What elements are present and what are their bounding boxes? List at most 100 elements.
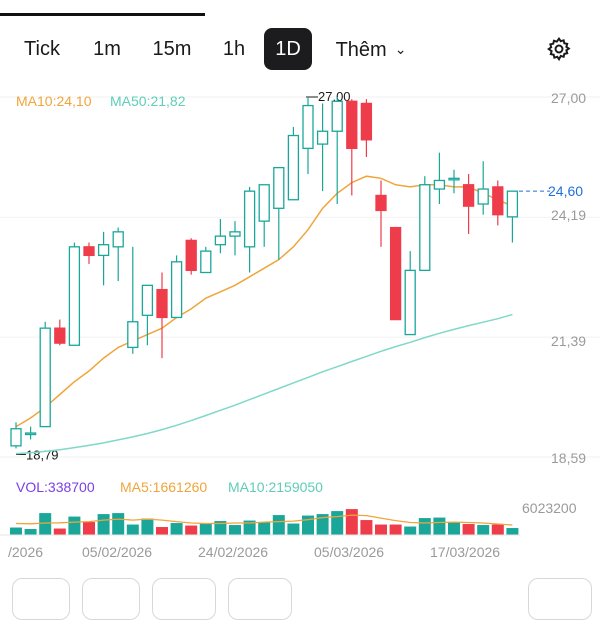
candle xyxy=(214,218,227,254)
toolbar-button-4[interactable] xyxy=(228,578,292,620)
volume-bar xyxy=(331,511,344,535)
candle xyxy=(156,272,168,359)
candle-body xyxy=(492,186,504,216)
min-price-annotation: 18,79 xyxy=(16,447,59,462)
tab-1d[interactable]: 1D xyxy=(264,28,312,70)
volume-bar xyxy=(360,520,373,535)
ma50-line xyxy=(15,313,513,455)
candle xyxy=(185,238,197,275)
volume-bar xyxy=(68,516,81,535)
volume-bar xyxy=(83,522,95,535)
chart[interactable]: MA10:24,10 MA50:21,82 27,00 24,19 21,39 … xyxy=(0,80,600,580)
volume-bar xyxy=(462,524,475,535)
candle-body xyxy=(375,194,387,212)
tab-1h[interactable]: 1h xyxy=(222,38,246,60)
volume-bar xyxy=(243,520,256,535)
candle xyxy=(302,97,314,175)
candle xyxy=(170,255,183,319)
volume-bar xyxy=(199,523,212,535)
max-price-label: 27,00 xyxy=(318,89,351,104)
candle-body xyxy=(10,428,22,447)
price-tick-24: 24,19 xyxy=(551,207,586,223)
candle xyxy=(506,190,519,243)
vol-ma10-legend: MA10:2159050 xyxy=(228,479,323,495)
candle-body xyxy=(419,184,431,272)
volume-bar xyxy=(97,514,110,535)
price-tick-21: 21,39 xyxy=(551,333,586,349)
candle-body xyxy=(506,190,519,218)
candle-body xyxy=(24,432,37,436)
candle xyxy=(375,180,387,247)
candle-body xyxy=(360,102,373,141)
candle-body xyxy=(331,100,343,132)
candle xyxy=(141,284,154,346)
vol-ma5-legend: MA5:1661260 xyxy=(120,479,207,495)
candle xyxy=(243,186,256,273)
fullscreen-button[interactable] xyxy=(528,578,592,620)
gear-icon[interactable] xyxy=(546,36,572,62)
candle xyxy=(39,321,51,428)
volume-bar xyxy=(185,525,198,535)
tab-more[interactable]: Thêm ⌄ xyxy=(326,28,416,70)
candle xyxy=(24,426,37,440)
candle xyxy=(10,422,22,449)
candle xyxy=(360,99,373,157)
candle-body xyxy=(287,134,300,201)
price-tick-27: 27,00 xyxy=(551,90,586,106)
volume-bar xyxy=(170,523,183,535)
vol-legend: VOL:338700 xyxy=(16,479,95,495)
volume-bar xyxy=(229,525,241,535)
candle-body xyxy=(258,184,270,222)
date-label-4: 17/03/2026 xyxy=(430,544,500,560)
candle-body xyxy=(83,246,95,257)
tab-1m[interactable]: 1m xyxy=(93,38,121,60)
current-price-label: 24,60 xyxy=(548,183,583,199)
candle xyxy=(492,180,504,226)
candle xyxy=(389,226,402,321)
candle-body xyxy=(477,188,489,205)
candle-body xyxy=(433,179,446,190)
candle xyxy=(433,152,446,205)
candle xyxy=(346,99,358,196)
date-label-1: 05/02/2026 xyxy=(82,544,152,560)
candle-body xyxy=(214,235,227,246)
toolbar-button-2[interactable] xyxy=(82,578,140,620)
volume-bar xyxy=(433,517,446,535)
candle-body xyxy=(54,327,66,344)
candle xyxy=(54,319,66,346)
volume-bar xyxy=(53,528,66,535)
tab-tick[interactable]: Tick xyxy=(24,38,60,60)
candle xyxy=(287,126,300,201)
volume-bar xyxy=(126,524,139,535)
volume-bar xyxy=(389,524,402,535)
candle-body xyxy=(127,321,139,349)
candle xyxy=(316,103,329,192)
candle xyxy=(229,221,241,256)
candle xyxy=(68,242,81,346)
volume-bar xyxy=(404,526,417,535)
volume-bar xyxy=(112,513,125,535)
candle-body xyxy=(97,244,110,257)
tab-more-label: Thêm xyxy=(335,39,387,61)
volume-bar xyxy=(491,524,504,535)
candle-body xyxy=(448,177,460,181)
volume-bar xyxy=(375,524,387,535)
volume-bar xyxy=(506,528,519,535)
candle-body xyxy=(404,269,416,336)
candle xyxy=(273,166,285,260)
candle xyxy=(419,176,431,272)
toolbar-button-3[interactable] xyxy=(152,578,216,620)
candle-body xyxy=(185,239,197,272)
timeframe-tabs: Tick 1m 15m 1h 1D Thêm ⌄ xyxy=(0,28,600,72)
price-tick-18: 18,59 xyxy=(551,450,586,466)
date-label-2: 24/02/2026 xyxy=(198,544,268,560)
candle-body xyxy=(316,130,329,145)
toolbar-button-1[interactable] xyxy=(12,578,70,620)
tab-15m[interactable]: 15m xyxy=(152,38,192,60)
volume-max-label: 6023200 xyxy=(522,500,577,516)
volume-bar xyxy=(258,522,271,535)
candle-body xyxy=(200,250,212,274)
candle xyxy=(112,227,124,282)
candle xyxy=(477,161,489,215)
candle xyxy=(127,246,139,354)
